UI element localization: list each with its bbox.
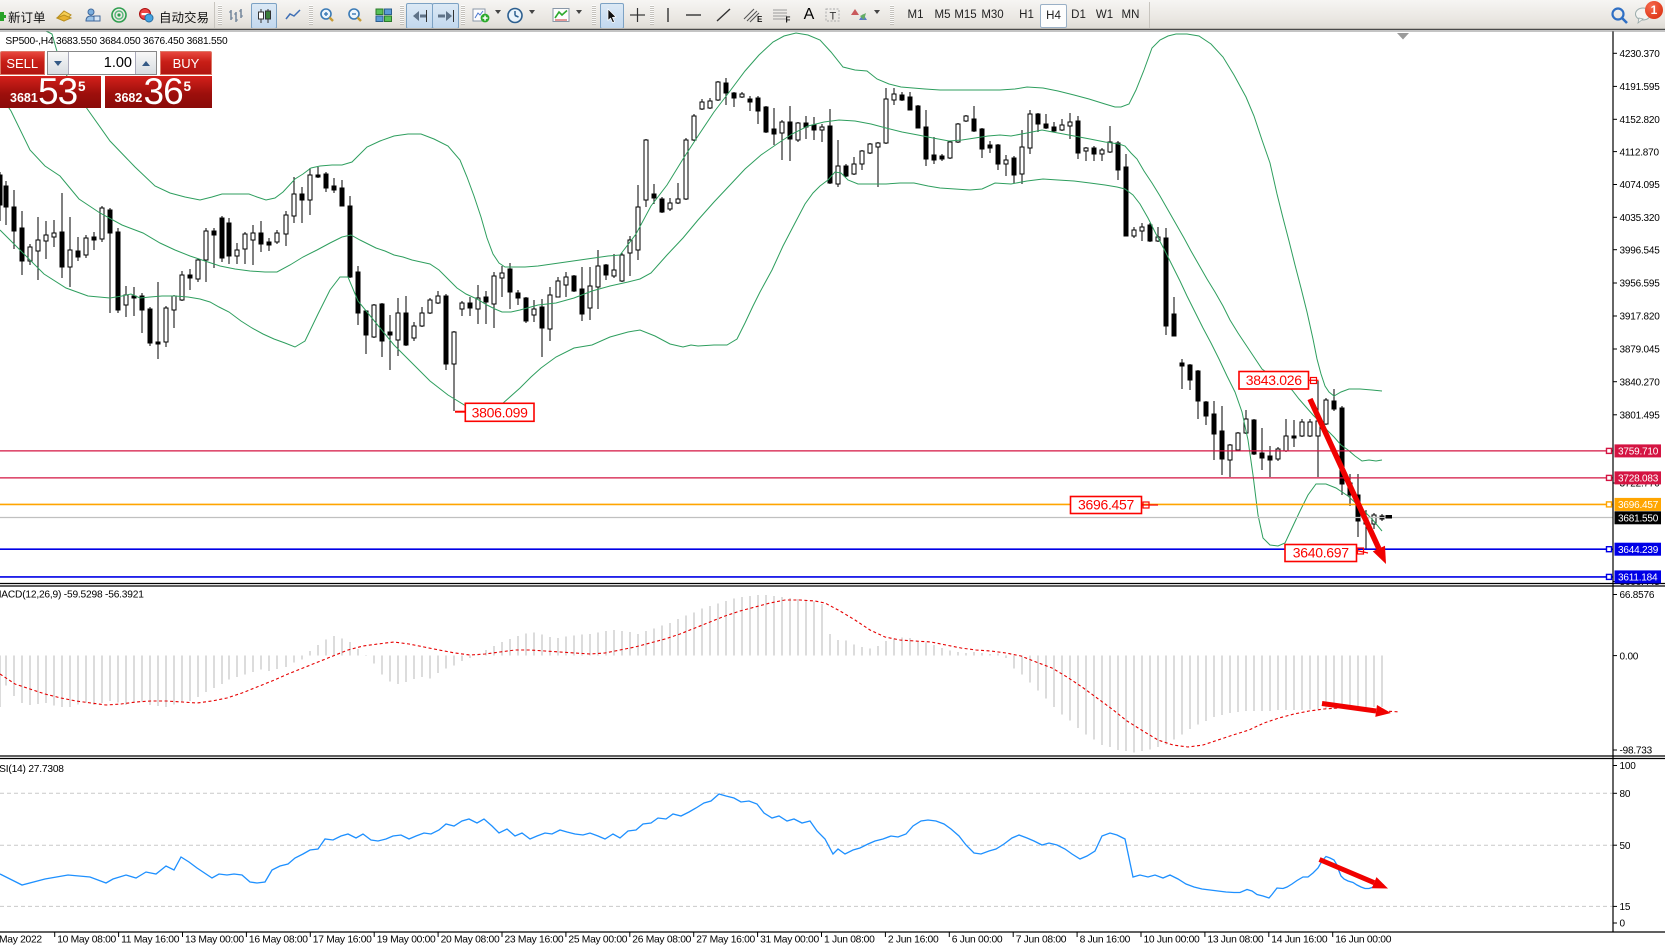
svg-text:3683.550 3684.050 3676.450 368: 3683.550 3684.050 3676.450 3681.550 (56, 36, 228, 47)
svg-text:10 Jun 00:00: 10 Jun 00:00 (1144, 935, 1201, 946)
svg-text:80: 80 (1620, 789, 1631, 800)
svg-text:14 Jun 16:00: 14 Jun 16:00 (1271, 935, 1328, 946)
svg-text:26 May 08:00: 26 May 08:00 (632, 935, 691, 946)
svg-text:2 Jun 16:00: 2 Jun 16:00 (888, 935, 939, 946)
svg-text:0.00: 0.00 (1620, 651, 1639, 662)
svg-text:4191.595: 4191.595 (1620, 82, 1661, 93)
svg-text:13 May 00:00: 13 May 00:00 (185, 935, 244, 946)
svg-text:F: F (786, 16, 791, 24)
svg-text:27 May 16:00: 27 May 16:00 (696, 935, 755, 946)
svg-text:3640.697: 3640.697 (1293, 545, 1350, 561)
svg-text:8 Jun 16:00: 8 Jun 16:00 (1080, 935, 1131, 946)
svg-text:MACD(12,26,9) -59.5298 -56.392: MACD(12,26,9) -59.5298 -56.3921 (0, 590, 144, 601)
svg-text:3806.099: 3806.099 (472, 404, 529, 420)
svg-text:4112.870: 4112.870 (1620, 147, 1660, 158)
svg-text:15: 15 (1620, 902, 1631, 913)
svg-text:3696.457: 3696.457 (1078, 497, 1135, 513)
svg-text:4230.370: 4230.370 (1620, 49, 1661, 60)
svg-text:20 May 08:00: 20 May 08:00 (441, 935, 500, 946)
svg-text:SP500-,H4: SP500-,H4 (5, 36, 54, 47)
svg-text:3644.239: 3644.239 (1618, 545, 1659, 556)
svg-text:11 May 16:00: 11 May 16:00 (121, 935, 180, 946)
svg-text:31 May 00:00: 31 May 00:00 (760, 935, 819, 946)
svg-text:3996.545: 3996.545 (1620, 245, 1661, 256)
svg-text:0: 0 (1620, 919, 1626, 930)
svg-text:16 Jun 00:00: 16 Jun 00:00 (1335, 935, 1392, 946)
svg-text:3843.026: 3843.026 (1246, 372, 1303, 388)
svg-text:100: 100 (1620, 761, 1637, 772)
svg-text:3917.820: 3917.820 (1620, 312, 1661, 323)
svg-text:3801.495: 3801.495 (1620, 411, 1661, 422)
svg-text:RSI(14) 27.7308: RSI(14) 27.7308 (0, 764, 64, 775)
svg-text:1 Jun 08:00: 1 Jun 08:00 (824, 935, 875, 946)
svg-text:4035.320: 4035.320 (1620, 213, 1661, 224)
svg-text:3696.457: 3696.457 (1618, 500, 1659, 511)
svg-text:16 May 08:00: 16 May 08:00 (249, 935, 308, 946)
svg-text:66.8576: 66.8576 (1620, 590, 1655, 601)
svg-text:3879.045: 3879.045 (1620, 345, 1661, 356)
svg-text:3840.270: 3840.270 (1620, 377, 1661, 388)
svg-text:13 Jun 08:00: 13 Jun 08:00 (1207, 935, 1264, 946)
svg-text:3759.710: 3759.710 (1618, 447, 1659, 458)
svg-text:9 May 2022: 9 May 2022 (0, 935, 42, 946)
svg-text:6 Jun 00:00: 6 Jun 00:00 (952, 935, 1003, 946)
svg-text:E: E (757, 15, 763, 23)
svg-text:19 May 00:00: 19 May 00:00 (377, 935, 436, 946)
svg-text:4152.820: 4152.820 (1620, 115, 1661, 126)
svg-text:7 Jun 08:00: 7 Jun 08:00 (1016, 935, 1067, 946)
svg-text:23 May 16:00: 23 May 16:00 (505, 935, 564, 946)
svg-text:T: T (830, 11, 837, 23)
svg-text:10 May 08:00: 10 May 08:00 (57, 935, 116, 946)
svg-text:-98.733: -98.733 (1620, 746, 1653, 757)
svg-text:3728.083: 3728.083 (1618, 474, 1659, 485)
svg-text:4074.095: 4074.095 (1620, 180, 1661, 191)
svg-text:3956.595: 3956.595 (1620, 279, 1661, 290)
svg-text:50: 50 (1620, 841, 1631, 852)
svg-text:25 May 00:00: 25 May 00:00 (568, 935, 627, 946)
svg-text:3611.184: 3611.184 (1618, 573, 1658, 584)
svg-text:3681.550: 3681.550 (1618, 514, 1659, 525)
svg-text:17 May 16:00: 17 May 16:00 (313, 935, 372, 946)
